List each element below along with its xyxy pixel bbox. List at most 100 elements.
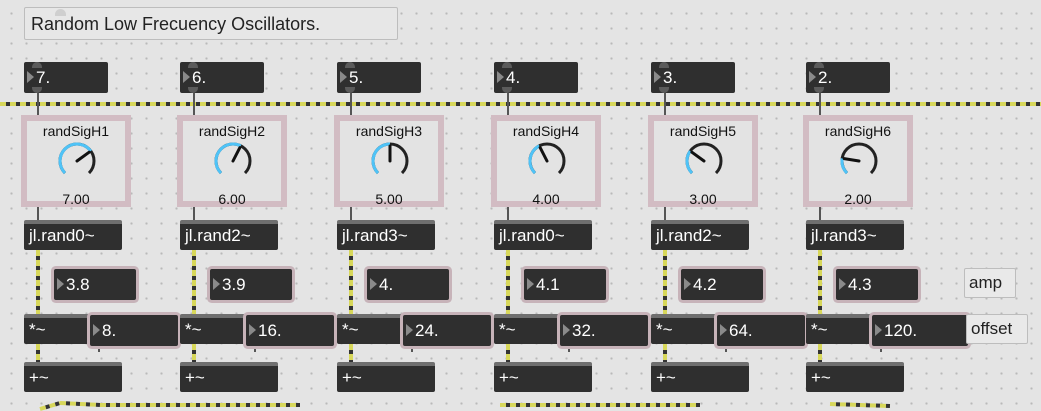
amp-number-box-5[interactable]: 4.2 (681, 269, 763, 300)
offset-value: 32. (572, 321, 596, 340)
dial-knob-icon[interactable] (368, 139, 412, 183)
add-object-2[interactable]: +~ (180, 362, 278, 392)
offset-number-box-5[interactable]: 64. (717, 315, 805, 346)
add-text: +~ (656, 368, 676, 387)
dial-knob-icon[interactable] (55, 139, 99, 183)
dial-label: randSigH5 (669, 123, 737, 139)
add-object-4[interactable]: +~ (494, 362, 592, 392)
offset-arrow-icon (720, 324, 727, 336)
rate-inlet[interactable] (659, 62, 669, 68)
dial-value-arc (840, 158, 849, 175)
dial-label: randSigH6 (824, 123, 892, 139)
dial-2[interactable]: randSigH2 6.00 (177, 115, 287, 207)
generator-object-6[interactable]: jl.rand3~ (806, 220, 904, 250)
multiply-text: *~ (499, 320, 516, 339)
dial-label: randSigH1 (42, 123, 110, 139)
generator-text: jl.rand2~ (656, 226, 722, 245)
dial-label: randSigH3 (355, 123, 423, 139)
amp-number-box-4[interactable]: 4.1 (524, 269, 606, 300)
generator-object-2[interactable]: jl.rand2~ (180, 220, 278, 250)
offset-number-box-6[interactable]: 120. (872, 315, 968, 346)
multiply-text: *~ (29, 320, 46, 339)
generator-text: jl.rand0~ (499, 226, 565, 245)
generator-text: jl.rand3~ (811, 226, 877, 245)
dial-value: 3.00 (689, 191, 717, 207)
amp-label-text: amp (969, 273, 1003, 292)
offset-number-box-2[interactable]: 16. (246, 315, 334, 346)
offset-arrow-icon (875, 324, 882, 336)
comment-inlet (55, 9, 66, 16)
rate-inlet[interactable] (32, 62, 42, 68)
offset-value: 64. (729, 321, 753, 340)
dial-value-arc (371, 142, 391, 175)
multiply-text: *~ (656, 320, 673, 339)
add-object-6[interactable]: +~ (806, 362, 904, 392)
dial-needle (75, 150, 91, 163)
amp-arrow-icon (684, 278, 691, 290)
rate-inlet[interactable] (345, 62, 355, 68)
amp-arrow-icon (370, 278, 377, 290)
amp-arrow-icon (213, 278, 220, 290)
patch-title-text: Random Low Frecuency Oscillators. (31, 14, 321, 34)
dial-6[interactable]: randSigH6 2.00 (803, 115, 913, 207)
add-object-3[interactable]: +~ (337, 362, 435, 392)
add-object-1[interactable]: +~ (24, 362, 122, 392)
offset-number-box-3[interactable]: 24. (403, 315, 491, 346)
dial-1[interactable]: randSigH1 7.00 (21, 115, 131, 207)
offset-number-box-1[interactable]: 8. (90, 315, 178, 346)
rate-outlet[interactable] (814, 87, 824, 93)
rate-value: 3. (663, 68, 678, 87)
signal-cord[interactable] (59, 401, 101, 407)
amp-label: amp (964, 268, 1016, 298)
rate-outlet[interactable] (32, 87, 42, 93)
dial-knob-icon[interactable] (682, 139, 726, 183)
dial-knob-icon[interactable] (837, 139, 881, 183)
dial-knob-icon[interactable] (211, 139, 255, 183)
dial-knob-icon[interactable] (525, 139, 569, 183)
rate-outlet[interactable] (188, 87, 198, 93)
dial-needle (538, 146, 549, 163)
generator-object-4[interactable]: jl.rand0~ (494, 220, 592, 250)
signal-cord[interactable] (829, 402, 891, 408)
offset-label-text: offset (971, 319, 1013, 338)
rate-inlet[interactable] (502, 62, 512, 68)
dial-needle (231, 146, 242, 163)
offset-number-box-4[interactable]: 32. (560, 315, 648, 346)
dial-value: 4.00 (532, 191, 560, 207)
dial-5[interactable]: randSigH5 3.00 (648, 115, 758, 207)
patch-title-comment[interactable]: Random Low Frecuency Oscillators. (24, 7, 398, 40)
amp-number-box-3[interactable]: 4. (367, 269, 449, 300)
amp-arrow-icon (839, 278, 846, 290)
add-object-5[interactable]: +~ (651, 362, 749, 392)
offset-value: 16. (258, 321, 282, 340)
dial-4[interactable]: randSigH4 4.00 (491, 115, 601, 207)
amp-value: 3.8 (66, 275, 90, 294)
rate-outlet[interactable] (502, 87, 512, 93)
offset-arrow-icon (93, 324, 100, 336)
dial-track (685, 142, 723, 175)
dial-3[interactable]: randSigH3 5.00 (334, 115, 444, 207)
rate-arrow-icon (27, 71, 34, 83)
rate-outlet[interactable] (659, 87, 669, 93)
generator-object-3[interactable]: jl.rand3~ (337, 220, 435, 250)
signal-cord-dash (59, 401, 101, 407)
add-text: +~ (29, 368, 49, 387)
rate-value: 6. (192, 68, 207, 87)
offset-value: 24. (415, 321, 439, 340)
amp-number-box-2[interactable]: 3.9 (210, 269, 292, 300)
generator-object-1[interactable]: jl.rand0~ (24, 220, 122, 250)
offset-label: offset (966, 314, 1028, 344)
amp-arrow-icon (57, 278, 64, 290)
amp-number-box-1[interactable]: 3.8 (54, 269, 136, 300)
amp-value: 4. (379, 275, 394, 294)
signal-cord[interactable] (39, 401, 61, 411)
rate-inlet[interactable] (814, 62, 824, 68)
generator-object-5[interactable]: jl.rand2~ (651, 220, 749, 250)
amp-number-box-6[interactable]: 4.3 (836, 269, 918, 300)
dial-needle (690, 150, 706, 163)
rate-outlet[interactable] (345, 87, 355, 93)
dial-value-arc (58, 142, 92, 175)
rate-inlet[interactable] (188, 62, 198, 68)
multiply-text: *~ (185, 320, 202, 339)
